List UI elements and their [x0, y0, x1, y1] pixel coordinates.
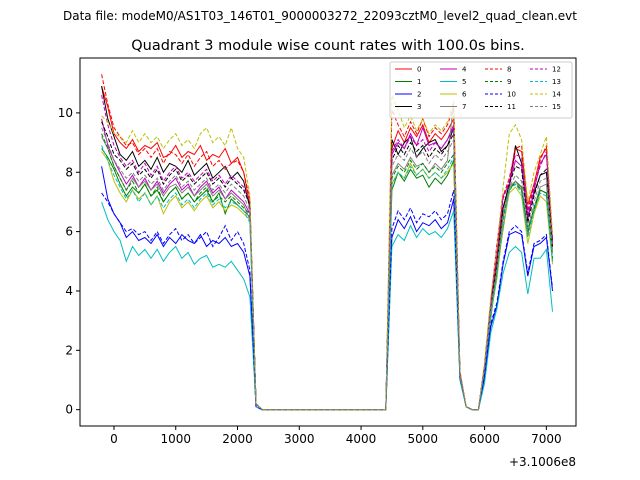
y-tick-label: 2 [65, 343, 73, 357]
x-tick-label: 6000 [469, 432, 500, 446]
legend-label-9: 9 [507, 78, 511, 86]
x-tick-label: 3000 [284, 432, 315, 446]
legend-label-11: 11 [507, 103, 516, 111]
y-tick-label: 0 [65, 403, 73, 417]
legend-label-13: 13 [552, 78, 561, 86]
x-tick-label: 2000 [222, 432, 253, 446]
legend-label-8: 8 [507, 66, 511, 74]
series-layer [101, 74, 553, 411]
x-axis: 0 1000 2000 3000 4000 5000 6000 7000 [110, 426, 562, 446]
legend-label-3: 3 [417, 103, 421, 111]
legend-label-15: 15 [552, 103, 561, 111]
chart-title: Quadrant 3 module wise count rates with … [131, 38, 525, 54]
legend-label-5: 5 [462, 78, 466, 86]
chart-suptitle: Data file: modeM0/AS1T03_146T01_90000032… [63, 9, 577, 23]
series-line-15 [101, 127, 553, 411]
x-tick-label: 1000 [160, 432, 191, 446]
y-tick-label: 4 [65, 284, 73, 298]
legend-label-2: 2 [417, 91, 421, 99]
x-tick-label: 4000 [346, 432, 377, 446]
y-axis: 0 2 4 6 8 10 [58, 106, 80, 417]
legend-label-10: 10 [507, 91, 516, 99]
y-tick-label: 6 [65, 225, 73, 239]
legend-label-0: 0 [417, 66, 421, 74]
legend-label-1: 1 [417, 78, 421, 86]
axes-frame [79, 57, 577, 427]
legend-label-4: 4 [462, 66, 467, 74]
x-tick-label: 0 [110, 432, 118, 446]
x-tick-label: 7000 [531, 432, 562, 446]
x-tick-label: 5000 [408, 432, 439, 446]
legend-label-12: 12 [552, 66, 561, 74]
x-offset-label: +3.1006e8 [509, 455, 576, 469]
series-line-9 [101, 133, 553, 411]
legend-label-7: 7 [462, 103, 466, 111]
y-tick-label: 10 [58, 106, 73, 120]
legend-box [389, 61, 573, 119]
legend-label-6: 6 [462, 91, 467, 99]
y-tick-label: 8 [65, 165, 73, 179]
legend-label-14: 14 [552, 91, 561, 99]
series-line-5 [101, 201, 553, 411]
